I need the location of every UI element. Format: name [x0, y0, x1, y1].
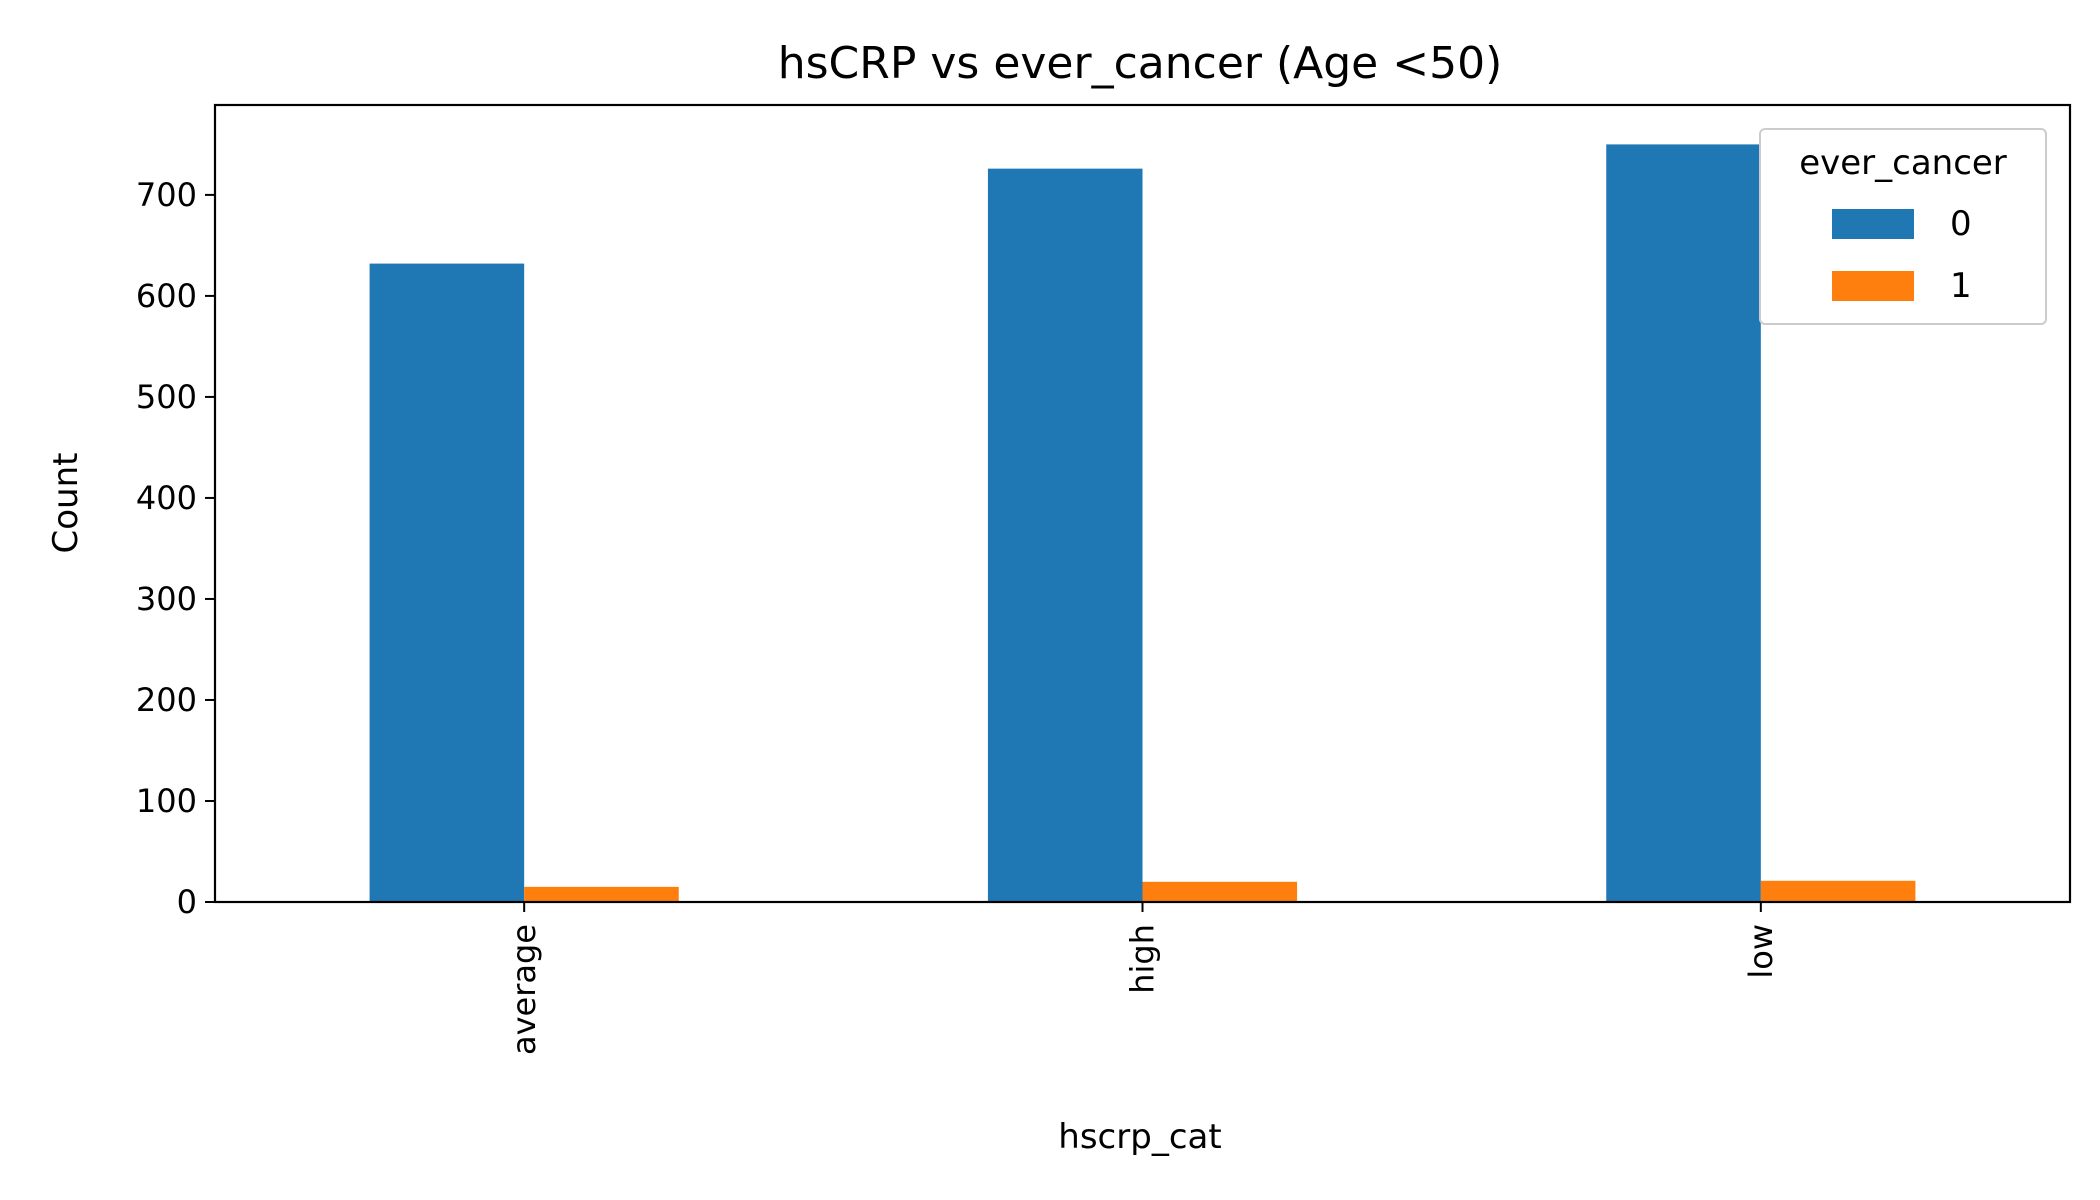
y-axis-label: Count [46, 453, 86, 554]
bar-low-series-1 [1760, 880, 1916, 902]
bar-average-series-1 [524, 886, 679, 902]
y-tick-label: 100 [136, 782, 197, 820]
y-tick-label: 0 [177, 883, 197, 921]
bar-low-series-0 [1606, 144, 1761, 902]
y-tick-label: 200 [136, 681, 197, 719]
y-tick-label: 600 [136, 277, 197, 315]
legend-title: ever_cancer [1799, 143, 2007, 183]
legend: ever_cancer 0 1 [1759, 128, 2047, 325]
y-axis: 0 100 200 300 400 500 600 700 [136, 176, 215, 921]
x-axis: average high low [505, 902, 1780, 1055]
bar-high-series-1 [1142, 881, 1298, 902]
x-tick-label-high: high [1124, 924, 1162, 994]
chart-title: hsCRP vs ever_cancer (Age <50) [778, 38, 1503, 89]
x-tick-label-low: low [1742, 924, 1780, 979]
legend-swatch-0 [1832, 209, 1914, 239]
bar-average-series-0 [369, 263, 525, 902]
x-axis-label: hscrp_cat [1058, 1117, 1221, 1157]
x-tick-label-average: average [505, 924, 543, 1055]
legend-label-0: 0 [1950, 204, 1972, 244]
y-tick-label: 700 [136, 176, 197, 214]
y-tick-label: 300 [136, 580, 197, 618]
legend-label-1: 1 [1950, 266, 1972, 306]
y-tick-label: 500 [136, 378, 197, 416]
y-tick-label: 400 [136, 479, 197, 517]
legend-swatch-1 [1832, 271, 1914, 301]
bar-high-series-0 [987, 168, 1143, 902]
bars-layer [369, 144, 1916, 902]
